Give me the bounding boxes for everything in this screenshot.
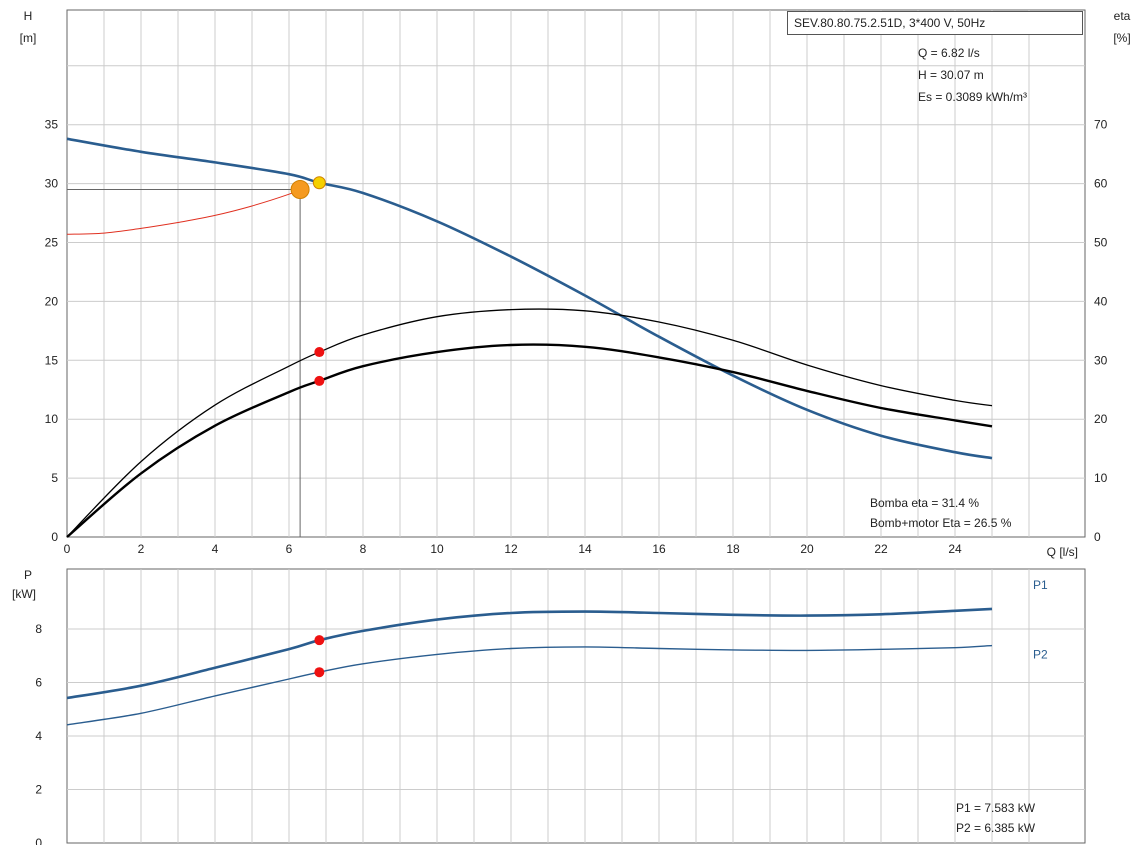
q-tick-label: 14 [578,542,592,556]
h-axis-label: H [24,9,33,23]
eta-tick-label: 70 [1094,118,1108,132]
duty-eta-pump-motor-marker [314,375,325,386]
eta-tick-label: 60 [1094,177,1108,191]
h-tick-label: 30 [45,177,59,191]
q-tick-label: 8 [360,542,367,556]
p2-series-label: P2 [1033,648,1048,662]
eta-tick-label: 50 [1094,236,1108,250]
q-tick-label: 18 [726,542,740,556]
eta-axis-label: eta [1114,9,1131,23]
p-axis-unit: [kW] [12,587,36,601]
h-tick-label: 0 [51,530,58,544]
eta-pump-curve [66,308,993,538]
h-tick-label: 35 [45,118,59,132]
pump-motor-eta-readout: Bomb+motor Eta = 26.5 % [870,516,1012,530]
duty-p1-marker [314,635,325,646]
pump-model-label: SEV.80.80.75.2.51D, 3*400 V, 50Hz [787,11,1083,35]
q-tick-label: 16 [652,542,666,556]
p2-readout: P2 = 6.385 kW [956,821,1036,835]
duty-system-marker [290,179,310,199]
p1-readout: P1 = 7.583 kW [956,801,1036,815]
p1-curve [66,607,993,700]
q-tick-label: 12 [504,542,518,556]
q-tick-label: 2 [138,542,145,556]
p-tick-label: 8 [35,622,42,636]
p-tick-label: 2 [35,783,42,797]
q-tick-label: 10 [430,542,444,556]
q-tick-label: 6 [286,542,293,556]
eta-tick-label: 20 [1094,412,1108,426]
flow-readout: Q = 6.82 l/s [918,46,980,60]
top-plot-frame [66,9,1086,538]
p2-curve [66,644,993,726]
pump-eta-readout: Bomba eta = 31.4 % [870,496,979,510]
q-tick-label: 22 [874,542,888,556]
p1-series-label: P1 [1033,578,1048,592]
h-tick-label: 10 [45,412,59,426]
head-curve [66,137,993,460]
q-tick-label: 24 [948,542,962,556]
p-tick-label: 6 [35,676,42,690]
h-axis-unit: [m] [20,31,37,45]
p-axis-label: P [24,568,32,582]
eta-tick-label: 30 [1094,353,1108,367]
h-tick-label: 20 [45,294,59,308]
duty-eta-pump-marker [314,347,325,358]
h-tick-label: 25 [45,236,59,250]
p-tick-label: 0 [35,836,42,845]
duty-p2-marker [314,667,325,678]
eta-tick-label: 10 [1094,471,1108,485]
h-tick-label: 5 [51,471,58,485]
eta-tick-label: 0 [1094,530,1101,544]
q-axis-label: Q [l/s] [1047,545,1078,559]
eta-pump-motor-curve [66,343,993,538]
h-tick-label: 15 [45,353,59,367]
bottom-plot-frame [66,568,1086,844]
q-tick-label: 20 [800,542,814,556]
head-readout: H = 30.07 m [918,68,984,82]
energy-readout: Es = 0.3089 kWh/m³ [918,90,1027,104]
eta-axis-unit: [%] [1113,31,1130,45]
q-tick-label: 0 [64,542,71,556]
q-tick-label: 4 [212,542,219,556]
system-curve [66,189,301,235]
duty-head-marker [312,176,326,190]
p-tick-label: 4 [35,729,42,743]
eta-tick-label: 40 [1094,294,1108,308]
